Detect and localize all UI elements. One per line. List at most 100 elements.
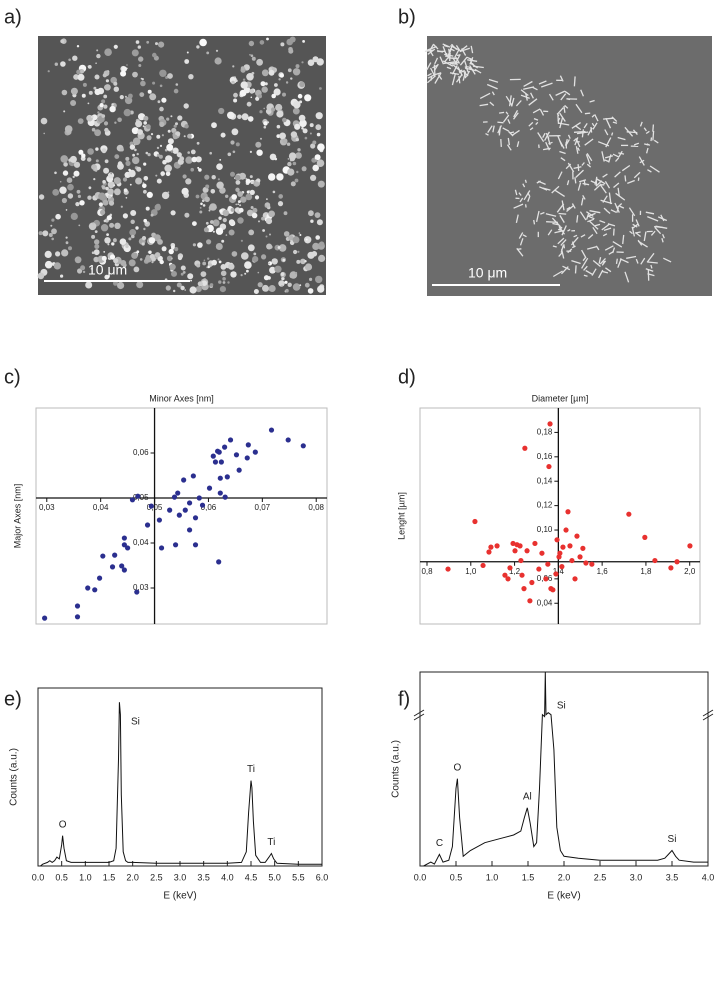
nanorod [576, 215, 579, 223]
point [547, 421, 553, 427]
particle [166, 143, 174, 151]
point [536, 566, 542, 572]
particle [263, 275, 270, 281]
particle [190, 149, 196, 155]
particle [292, 161, 297, 166]
particle [60, 39, 65, 44]
nanorod [617, 136, 626, 141]
point [148, 503, 154, 509]
nanorod [610, 209, 617, 213]
particle [195, 156, 202, 163]
particle [189, 286, 197, 294]
particle [242, 78, 246, 81]
point [512, 548, 518, 554]
particle [176, 282, 182, 288]
nanorod [442, 46, 448, 57]
nanorod [613, 182, 620, 188]
nanorod [567, 134, 571, 139]
particle [102, 199, 109, 206]
scale-bar-label: 10 μm [468, 265, 507, 281]
nanorod [455, 45, 462, 53]
nanorod [455, 73, 463, 83]
particle [280, 272, 285, 276]
particle [274, 157, 278, 161]
particle [259, 40, 265, 45]
nanorod [577, 147, 580, 152]
nanorod [566, 206, 571, 210]
particle [282, 258, 286, 262]
nanorod [433, 72, 442, 76]
nanorod [470, 62, 479, 69]
particle [261, 254, 267, 260]
particle [302, 40, 305, 43]
particle [98, 202, 103, 207]
particle [119, 95, 124, 100]
point [652, 557, 658, 564]
particle [47, 70, 50, 73]
nanorod [443, 44, 449, 48]
nanorod [505, 111, 509, 115]
nanorod [566, 204, 575, 212]
nanorod [599, 184, 607, 194]
particle [92, 222, 95, 225]
particle [230, 140, 235, 145]
x-axis-label: Minor Axes [nm] [149, 393, 214, 403]
point [486, 549, 492, 555]
particle [210, 189, 216, 194]
particle [300, 258, 306, 265]
nanorod [645, 268, 654, 272]
particle [169, 263, 176, 271]
nanorod [488, 78, 499, 83]
x-tick-label: 2,0 [684, 567, 696, 576]
nanorod [650, 264, 653, 269]
nanorod [599, 257, 606, 265]
particle [265, 235, 268, 238]
point [196, 495, 202, 501]
particle [269, 266, 276, 274]
nanorod [592, 226, 598, 235]
particle [177, 115, 183, 121]
particle [272, 190, 276, 194]
x-tick-label: 3.0 [630, 872, 643, 882]
nanorod [593, 183, 602, 191]
nanorod [635, 258, 639, 264]
point [445, 566, 451, 572]
nanorod [557, 135, 563, 147]
particle [94, 244, 100, 249]
particle [197, 166, 200, 169]
particle [304, 236, 312, 244]
nanorod [434, 57, 439, 65]
nanorod [427, 74, 435, 79]
nanorod [615, 157, 620, 162]
particle [204, 196, 210, 203]
particle [44, 250, 52, 258]
particle [97, 111, 100, 114]
particle [119, 238, 127, 245]
x-tick-label: 4.0 [221, 872, 234, 882]
x-tick-label: 0,08 [308, 503, 324, 512]
particle [261, 216, 265, 221]
particle [95, 147, 99, 151]
point [181, 477, 187, 483]
point [560, 544, 566, 550]
nanorod [426, 45, 437, 52]
y-axis-label: Counts (a.u.) [9, 748, 20, 806]
particle [220, 264, 227, 270]
particle [81, 153, 86, 158]
particle [288, 152, 297, 160]
nanorod [454, 54, 461, 66]
particle [152, 52, 157, 58]
y-tick-label: 0,04 [537, 598, 553, 607]
particle [237, 200, 241, 204]
particle [103, 104, 108, 109]
x-tick-label: 0,06 [201, 503, 217, 512]
point [172, 542, 179, 548]
nanorod [512, 112, 519, 120]
particle [231, 251, 238, 257]
nanorod [624, 271, 630, 283]
nanorod [444, 54, 451, 63]
particle [199, 38, 207, 47]
nanorod [647, 273, 655, 277]
particle [94, 239, 100, 245]
particle [296, 259, 301, 264]
